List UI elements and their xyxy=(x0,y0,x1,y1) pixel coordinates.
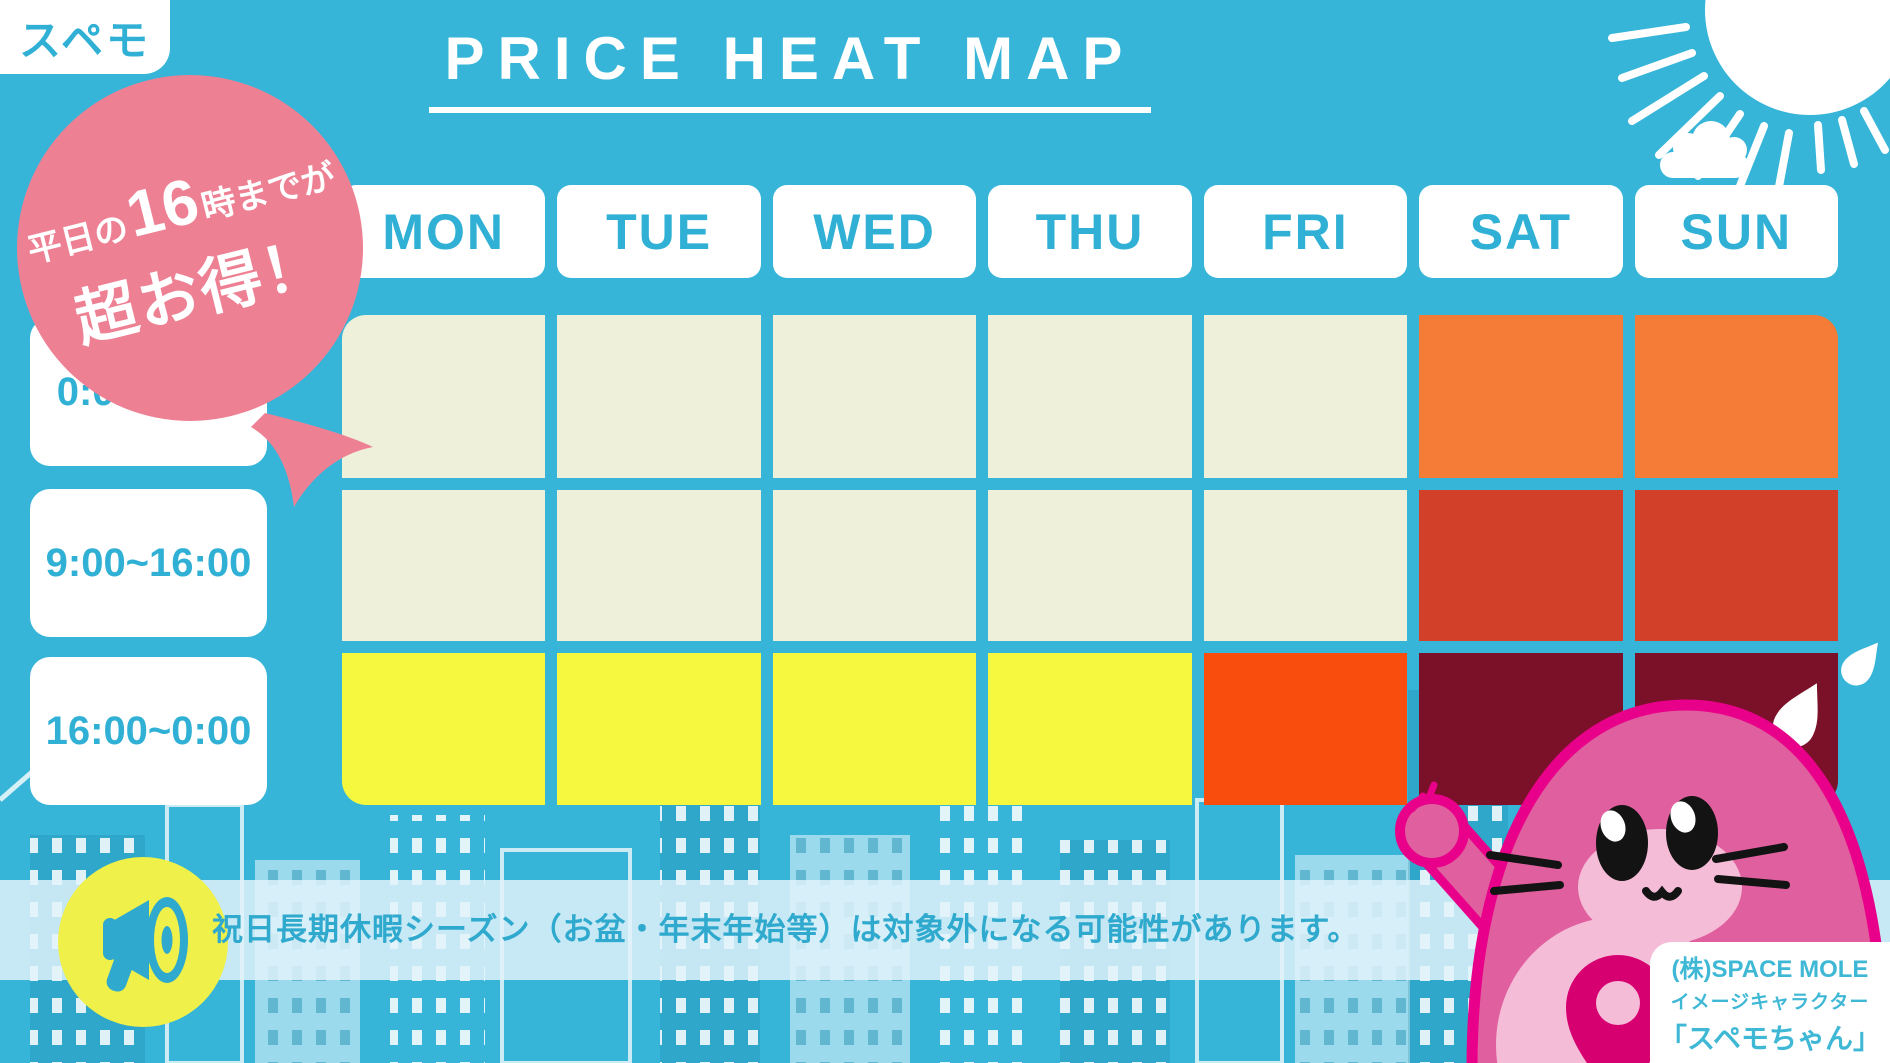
heatmap-cell-wed-0:00~9:00 xyxy=(772,315,977,478)
page-title-text: PRICE HEAT MAP xyxy=(428,24,1152,113)
supemo-logo-text: スペモ xyxy=(18,16,152,64)
supemo-logo: スペモ xyxy=(0,0,170,74)
heatmap-cell-fri-0:00~9:00 xyxy=(1203,315,1408,478)
time-slot-label-3: 16:00~0:00 xyxy=(30,657,267,805)
day-header-mon: MON xyxy=(342,185,546,278)
promo-speech-bubble: 平日の 16 時までが 超お得！ xyxy=(17,75,373,507)
megaphone-badge xyxy=(58,857,228,1027)
heatmap-cell-sun-9:00~16:00 xyxy=(1634,490,1838,641)
disclaimer-note: 祝日長期休暇シーズン（お盆・年末年始等）は対象外になる可能性があります。 xyxy=(212,912,1360,947)
promo-text: 平日の 16 時までが 超お得！ xyxy=(0,38,400,457)
day-header-wed: WED xyxy=(772,185,977,278)
heatmap-cell-sun-0:00~9:00 xyxy=(1634,315,1838,478)
heatmap-cell-mon-0:00~9:00 xyxy=(342,315,546,478)
heatmap-cell-wed-16:00~0:00 xyxy=(772,653,977,805)
heatmap-cell-tue-9:00~16:00 xyxy=(557,490,761,641)
heatmap-cell-wed-9:00~16:00 xyxy=(772,490,977,641)
heatmap-grid xyxy=(342,315,1838,805)
page-title: PRICE HEAT MAP xyxy=(420,24,1160,113)
location-pin-icon xyxy=(1566,955,1670,1063)
heatmap-cell-mon-9:00~16:00 xyxy=(342,490,546,641)
heatmap-cell-tue-0:00~9:00 xyxy=(557,315,761,478)
character-role: イメージキャラクター xyxy=(1670,991,1870,1013)
day-header-tue: TUE xyxy=(557,185,761,278)
cloud-icon xyxy=(1660,121,1748,178)
heatmap-cell-tue-16:00~0:00 xyxy=(557,653,761,805)
mole-eyes xyxy=(1596,796,1718,881)
day-header-sun: SUN xyxy=(1634,185,1838,278)
heatmap-cell-thu-9:00~16:00 xyxy=(988,490,1192,641)
company-name: (株)SPACE MOLE xyxy=(1671,955,1869,983)
heatmap-cell-fri-16:00~0:00 xyxy=(1203,653,1408,805)
mole-whiskers-mouth xyxy=(1486,843,1790,901)
promo-line1-post: 時までが xyxy=(197,157,340,228)
sweat-drop-icon-small xyxy=(1841,642,1878,686)
megaphone-icon xyxy=(103,897,188,992)
sweat-drop-icon xyxy=(1772,683,1818,748)
character-info-box: (株)SPACE MOLE イメージキャラクター 「スペモちゃん」 xyxy=(1650,942,1890,1063)
day-header-row: MON TUE WED THU FRI SAT SUN xyxy=(342,185,1838,278)
heatmap-cell-fri-9:00~16:00 xyxy=(1203,490,1408,641)
day-header-sat: SAT xyxy=(1419,185,1623,278)
heatmap-cell-thu-16:00~0:00 xyxy=(988,653,1192,805)
heatmap-cell-sat-9:00~16:00 xyxy=(1419,490,1623,641)
heatmap-cell-sat-0:00~9:00 xyxy=(1419,315,1623,478)
sun-icon xyxy=(1608,0,1890,200)
character-name: 「スペモちゃん」 xyxy=(1658,1022,1882,1054)
time-slot-label-2: 9:00~16:00 xyxy=(30,489,267,637)
heatmap-cell-thu-0:00~9:00 xyxy=(988,315,1192,478)
heatmap-cell-mon-16:00~0:00 xyxy=(342,653,546,805)
day-header-thu: THU xyxy=(988,185,1192,278)
speech-bubble-tail xyxy=(251,413,373,507)
sun-rays xyxy=(1608,23,1889,200)
day-header-fri: FRI xyxy=(1203,185,1408,278)
